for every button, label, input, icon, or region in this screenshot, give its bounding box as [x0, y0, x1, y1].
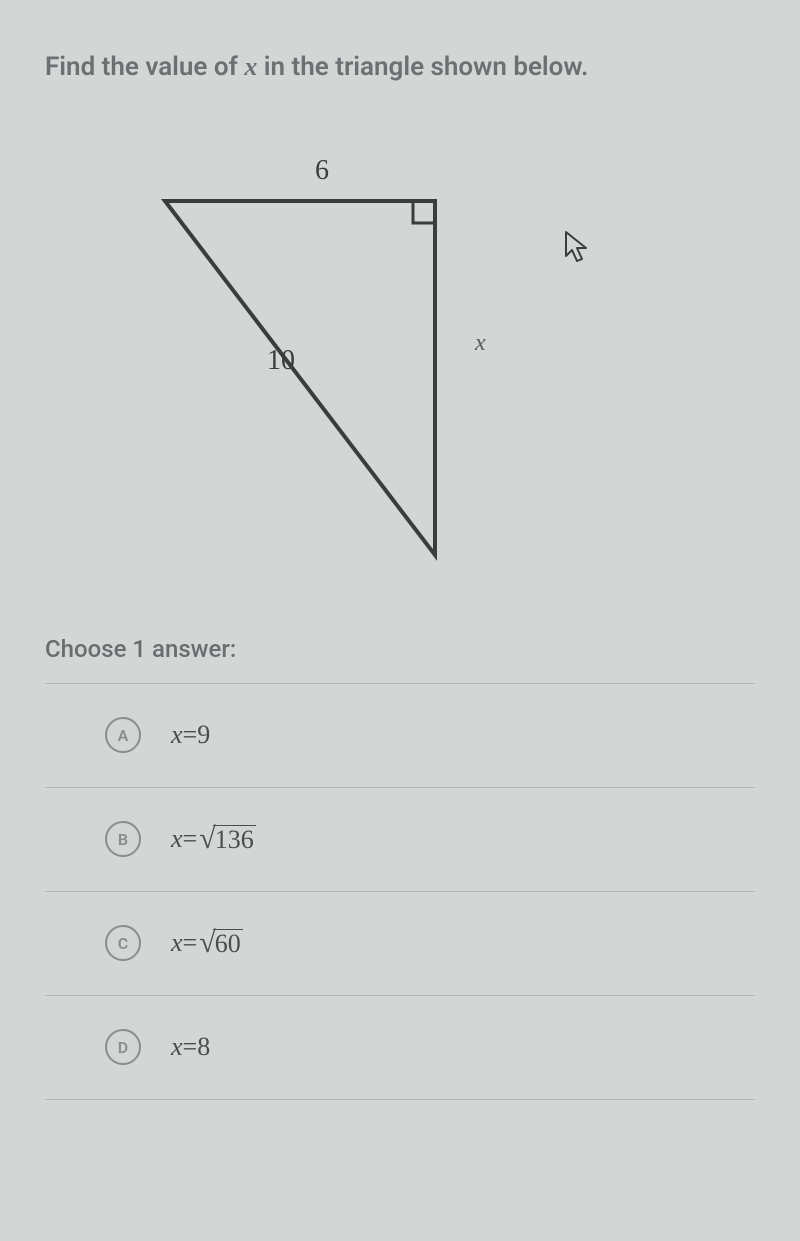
answer-var: x	[171, 928, 183, 958]
sqrt-radicand: 136	[213, 825, 256, 855]
answer-option-c[interactable]: Cx = √60	[45, 892, 755, 996]
triangle-svg	[155, 155, 455, 575]
answer-eq: =	[183, 1032, 198, 1062]
sqrt-expression: √136	[199, 825, 255, 855]
answer-content: x = 8	[171, 1032, 210, 1062]
sqrt-radicand: 60	[213, 929, 243, 959]
answer-content: x = 9	[171, 720, 210, 750]
answer-eq: =	[183, 824, 198, 854]
radio-a[interactable]: A	[105, 717, 141, 753]
triangle-diagram: 6 10 x	[45, 155, 755, 585]
triangle-shape	[165, 201, 435, 555]
triangle-hypotenuse-label: 10	[267, 345, 295, 377]
sqrt-expression: √60	[199, 929, 242, 959]
triangle-right-label: x	[475, 330, 486, 357]
radio-c[interactable]: C	[105, 925, 141, 961]
question-prefix: Find the value of	[45, 52, 244, 82]
right-angle-mark	[413, 201, 435, 223]
answer-list: Ax = 9Bx = √136Cx = √60Dx = 8	[45, 683, 755, 1100]
question-var: x	[244, 52, 257, 81]
answer-option-b[interactable]: Bx = √136	[45, 788, 755, 892]
answer-option-d[interactable]: Dx = 8	[45, 996, 755, 1100]
answer-eq: =	[183, 720, 198, 750]
answer-eq: =	[183, 928, 198, 958]
question-prompt: Find the value of x in the triangle show…	[45, 50, 755, 85]
answer-content: x = √60	[171, 928, 243, 958]
answer-content: x = √136	[171, 824, 256, 854]
answer-value: 9	[197, 720, 210, 750]
answer-value: 8	[197, 1032, 210, 1062]
answer-var: x	[171, 720, 183, 750]
choose-label: Choose 1 answer:	[45, 635, 755, 663]
question-suffix: in the triangle shown below.	[257, 52, 588, 82]
answer-option-a[interactable]: Ax = 9	[45, 684, 755, 788]
radio-b[interactable]: B	[105, 821, 141, 857]
answer-var: x	[171, 1032, 183, 1062]
radio-d[interactable]: D	[105, 1029, 141, 1065]
answer-var: x	[171, 824, 183, 854]
